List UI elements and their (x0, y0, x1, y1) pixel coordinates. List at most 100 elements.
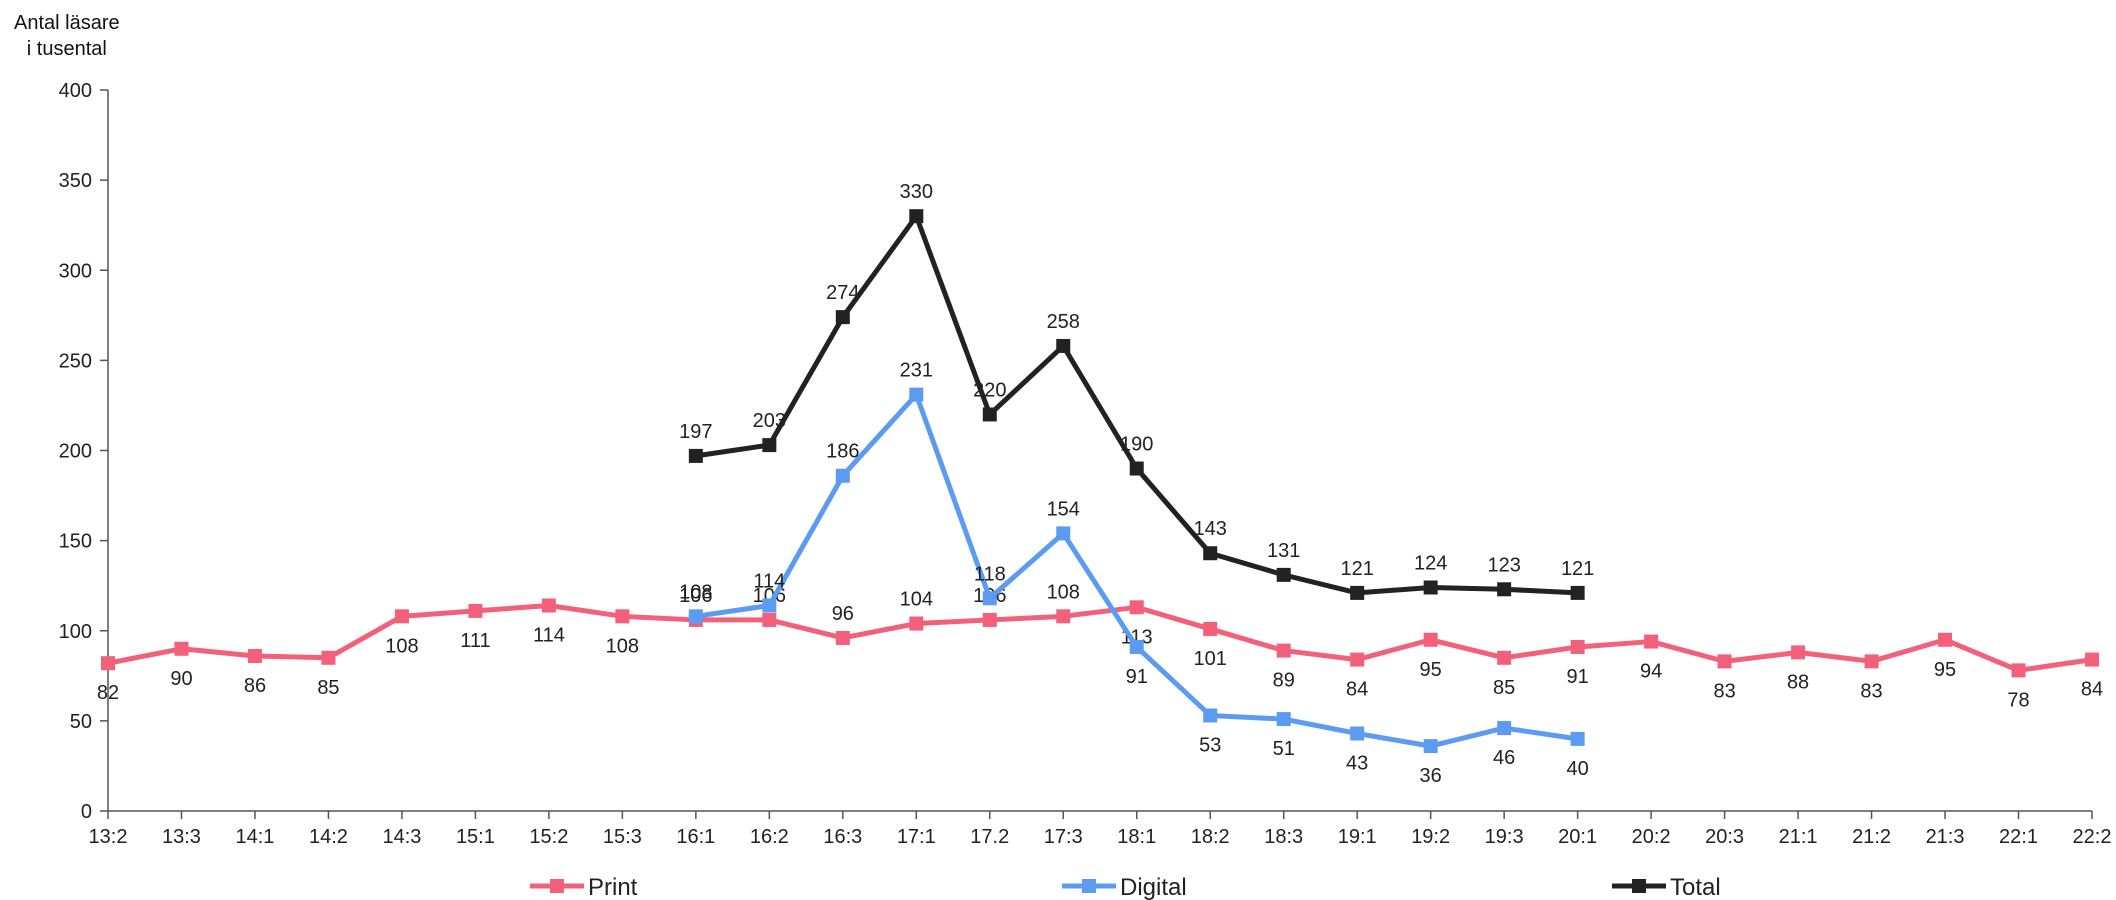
print-data-label: 91 (1567, 666, 1589, 688)
print-data-label: 95 (1934, 659, 1956, 681)
digital-point (1129, 639, 1144, 654)
print-point (101, 656, 115, 671)
total-data-label: 190 (1120, 434, 1153, 456)
total-data-label: 203 (753, 410, 786, 432)
print-data-label: 83 (1860, 680, 1882, 702)
print-data-label: 88 (1787, 671, 1809, 693)
total-data-label: 220 (973, 379, 1006, 401)
print-data-label: 90 (170, 668, 192, 690)
x-tick-label: 17.2 (970, 826, 1009, 848)
print-point (1644, 634, 1659, 649)
total-data-label: 121 (1340, 558, 1373, 580)
x-tick-label: 21:1 (1779, 826, 1818, 848)
print-data-label: 101 (1194, 648, 1227, 670)
x-tick-label: 15:3 (603, 826, 642, 848)
digital-data-label: 36 (1420, 765, 1442, 787)
x-tick-label: 20:1 (1558, 826, 1597, 848)
print-point (2085, 652, 2099, 667)
digital-data-label: 108 (679, 581, 712, 603)
digital-data-label: 46 (1493, 747, 1515, 769)
total-point (1276, 567, 1291, 582)
print-series-line (107, 603, 2093, 673)
digital-point (688, 609, 703, 624)
print-point (835, 630, 850, 645)
x-tick-label: 19:2 (1411, 826, 1450, 848)
digital-data-label: 114 (753, 571, 785, 593)
print-point (615, 609, 630, 624)
total-point (1056, 338, 1071, 353)
total-point (835, 310, 850, 325)
print-point (1864, 654, 1879, 669)
digital-data-label: 51 (1273, 738, 1295, 760)
digital-data-label: 186 (826, 441, 859, 463)
y-tick-label: 250 (59, 350, 92, 372)
digital-data-label: 91 (1126, 666, 1148, 688)
x-tick-label: 22:1 (1999, 826, 2038, 848)
print-point (174, 641, 189, 656)
digital-point (1570, 731, 1585, 746)
digital-data-label: 53 (1199, 734, 1221, 756)
x-tick-label: 17:1 (897, 826, 936, 848)
x-tick-label: 18:1 (1117, 826, 1156, 848)
total-point (1203, 546, 1218, 561)
x-tick-label: 18:2 (1191, 826, 1230, 848)
print-data-label: 84 (2081, 679, 2103, 701)
total-data-label: 258 (1047, 311, 1080, 333)
print-point (2011, 663, 2026, 678)
print-data-label: 111 (460, 630, 490, 652)
print-point (321, 650, 336, 665)
print-point (1350, 652, 1365, 667)
print-data-label: 114 (533, 625, 565, 647)
legend-digital-label: Digital (1120, 874, 1187, 900)
y-tick-label: 0 (81, 801, 92, 823)
total-data-label: 121 (1561, 558, 1594, 580)
digital-data-label: 231 (900, 360, 933, 382)
digital-data-label: 43 (1346, 752, 1368, 774)
y-tick-label: 400 (59, 80, 92, 102)
print-data-label: 106 (679, 585, 712, 607)
digital-point (1423, 739, 1438, 754)
x-tick-label: 14:3 (382, 826, 421, 848)
total-point (1570, 585, 1585, 600)
y-tick-label: 350 (59, 170, 92, 192)
legend-digital-marker (1082, 879, 1096, 893)
digital-point (1497, 721, 1512, 736)
y-tick-label: 200 (59, 441, 92, 463)
print-point (1791, 645, 1806, 660)
digital-point (1203, 708, 1218, 723)
print-data-label: 94 (1640, 661, 1662, 683)
x-tick-label: 16:3 (823, 826, 862, 848)
x-tick-label: 16:1 (676, 826, 715, 848)
y-tick-label: 300 (59, 260, 92, 282)
digital-point (1276, 712, 1291, 727)
total-point (1350, 585, 1365, 600)
total-data-label: 123 (1487, 554, 1520, 576)
total-series-line (695, 213, 1578, 596)
print-point (1276, 643, 1291, 658)
x-tick-label: 13:2 (89, 826, 128, 848)
digital-point (982, 591, 997, 606)
x-tick-label: 17:3 (1044, 826, 1083, 848)
x-tick-label: 14:1 (235, 826, 274, 848)
total-data-label: 124 (1414, 552, 1447, 574)
y-tick-label: 150 (59, 531, 92, 553)
print-point (1129, 600, 1144, 615)
y-axis-title-line-2: i tusental (26, 38, 107, 60)
print-data-label: 108 (385, 635, 418, 657)
total-point (909, 209, 924, 224)
x-tick-label: 15:1 (456, 826, 495, 848)
print-point (394, 609, 409, 624)
x-tick-label: 16:2 (750, 826, 789, 848)
total-point (1423, 580, 1438, 595)
x-tick-label: 13:3 (162, 826, 201, 848)
digital-data-label: 154 (1047, 498, 1080, 520)
y-axis-title-line-1: Antal läsare (14, 12, 120, 34)
y-tick-label: 100 (59, 621, 92, 643)
x-tick-label: 20:2 (1632, 826, 1671, 848)
legend-total-label: Total (1670, 874, 1721, 900)
print-point (1938, 632, 1953, 647)
total-point (762, 438, 777, 453)
legend-total-marker (1632, 879, 1646, 893)
print-data-label: 86 (244, 675, 266, 697)
x-tick-label: 22:2 (2073, 826, 2112, 848)
